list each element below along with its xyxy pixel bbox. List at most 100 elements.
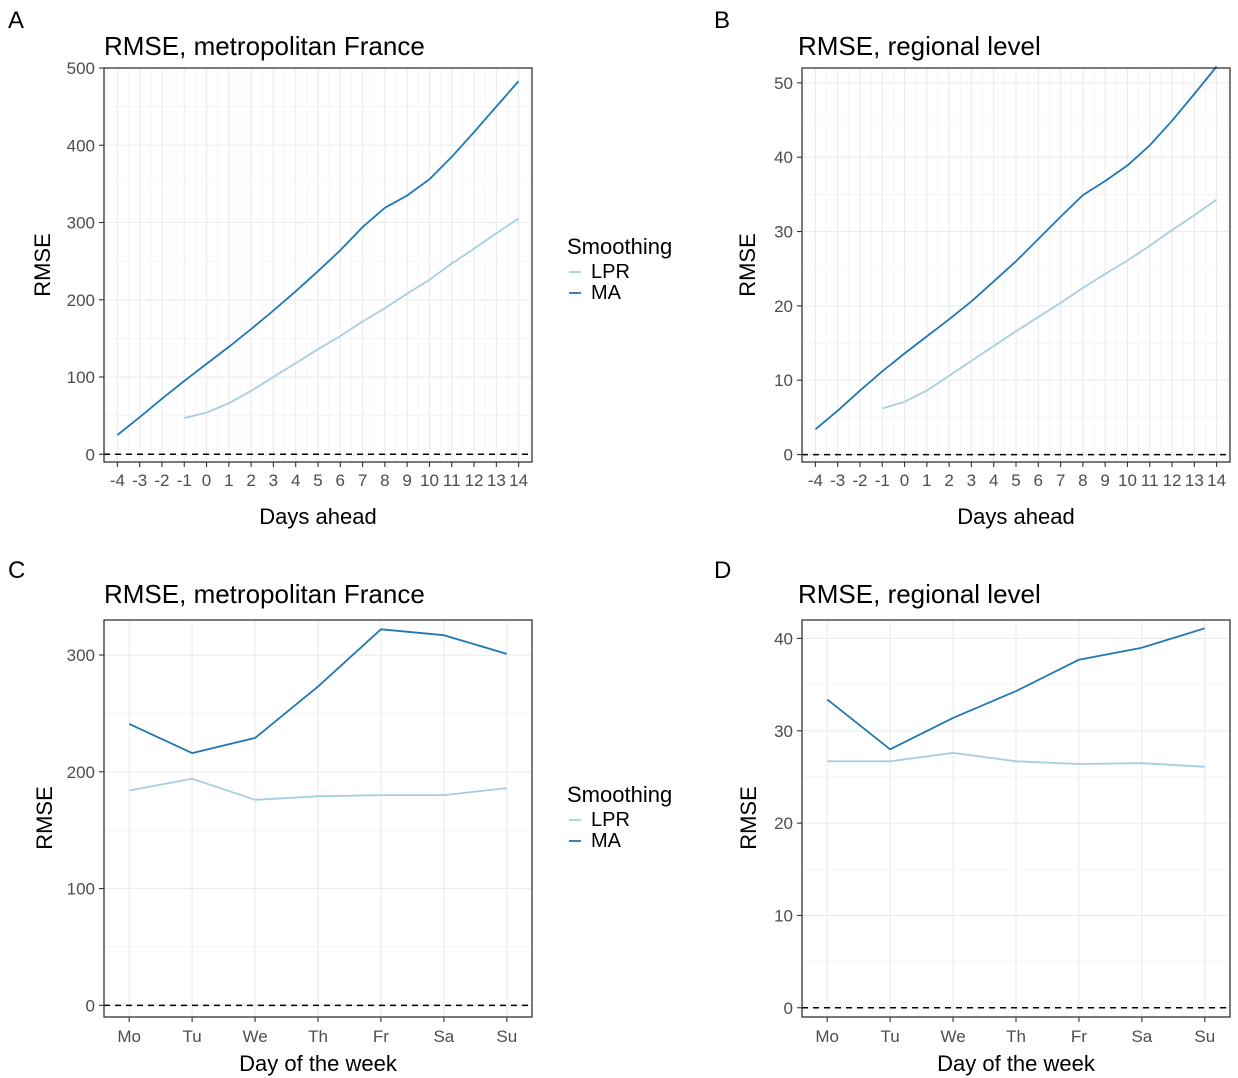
legend-label: MA bbox=[591, 830, 622, 852]
panel-b: B RMSE, regional level 0 10 20 30 40 50 -4 -3 -2 -1… bbox=[714, 7, 1231, 529]
y-tick-label: 400 bbox=[67, 136, 95, 155]
y-axis-title: RMSE bbox=[736, 786, 761, 850]
x-tick-label: 12 bbox=[1163, 471, 1182, 490]
x-tick-label: -3 bbox=[830, 471, 845, 490]
series-line-ma bbox=[826, 627, 1206, 751]
x-tick-label: 4 bbox=[989, 471, 998, 490]
grid bbox=[802, 620, 1230, 1017]
panel-label: B bbox=[714, 7, 730, 34]
x-tick-label: Su bbox=[1194, 1027, 1215, 1046]
x-tick-label: Sa bbox=[1131, 1027, 1152, 1046]
y-tick-label: 0 bbox=[86, 445, 95, 464]
x-tick-label: -1 bbox=[875, 471, 890, 490]
y-tick-label: 30 bbox=[774, 722, 793, 741]
x-tick-label: 3 bbox=[269, 471, 278, 490]
x-tick-label: 2 bbox=[944, 471, 953, 490]
x-axis-title: Days ahead bbox=[259, 504, 376, 529]
x-tick-label: Th bbox=[1006, 1027, 1026, 1046]
x-tick-label: Fr bbox=[373, 1027, 389, 1046]
x-axis-title: Day of the week bbox=[937, 1051, 1096, 1076]
x-tick-label: -4 bbox=[110, 471, 125, 490]
x-tick-label: 8 bbox=[380, 471, 389, 490]
x-tick-label: Tu bbox=[183, 1027, 202, 1046]
panel-label: C bbox=[8, 557, 25, 584]
x-tick-label: Fr bbox=[1071, 1027, 1087, 1046]
y-tick-label: 10 bbox=[774, 371, 793, 390]
x-tick-label: -2 bbox=[852, 471, 867, 490]
x-tick-label: 6 bbox=[336, 471, 345, 490]
panel-d: D RMSE, regional level 0 10 20 30 40 Mo Tu We Th Fr… bbox=[714, 557, 1231, 1076]
x-tick-label: Th bbox=[308, 1027, 328, 1046]
x-tick-label: 1 bbox=[922, 471, 931, 490]
legend-label: LPR bbox=[591, 261, 630, 283]
x-tick-label: -1 bbox=[177, 471, 192, 490]
series-line-ma bbox=[128, 628, 508, 754]
legend-title: Smoothing bbox=[567, 782, 672, 807]
grid bbox=[104, 620, 532, 1017]
x-tick-label: We bbox=[940, 1027, 965, 1046]
x-tick-label: -4 bbox=[808, 471, 823, 490]
chart-title: RMSE, regional level bbox=[798, 579, 1041, 609]
x-tick-label: 0 bbox=[900, 471, 909, 490]
y-tick-label: 20 bbox=[774, 814, 793, 833]
series-line-lpr bbox=[882, 198, 1218, 410]
x-tick-label: 8 bbox=[1078, 471, 1087, 490]
panel-label: A bbox=[8, 7, 24, 34]
x-tick-label: 13 bbox=[487, 471, 506, 490]
y-tick-label: 20 bbox=[774, 297, 793, 316]
y-tick-label: 100 bbox=[67, 368, 95, 387]
series-line-ma bbox=[116, 80, 520, 436]
x-tick-label: 3 bbox=[967, 471, 976, 490]
chart-title: RMSE, regional level bbox=[798, 31, 1041, 61]
series-line-lpr bbox=[827, 752, 1205, 768]
chart-title: RMSE, metropolitan France bbox=[104, 579, 425, 609]
x-tick-label: 1 bbox=[224, 471, 233, 490]
y-tick-label: 50 bbox=[774, 74, 793, 93]
y-tick-label: 0 bbox=[86, 996, 95, 1015]
x-tick-label: 2 bbox=[246, 471, 255, 490]
x-tick-label: 5 bbox=[1011, 471, 1020, 490]
x-tick-label: 9 bbox=[402, 471, 411, 490]
x-tick-label: 7 bbox=[1056, 471, 1065, 490]
y-tick-label: 10 bbox=[774, 906, 793, 925]
chart-title: RMSE, metropolitan France bbox=[104, 31, 425, 61]
x-tick-label: 10 bbox=[1118, 471, 1137, 490]
y-tick-label: 200 bbox=[67, 291, 95, 310]
y-tick-label: 0 bbox=[784, 999, 793, 1018]
x-tick-label: 6 bbox=[1034, 471, 1043, 490]
grid bbox=[104, 67, 532, 462]
x-tick-label: Su bbox=[496, 1027, 517, 1046]
x-tick-label: -3 bbox=[132, 471, 147, 490]
y-tick-label: 40 bbox=[774, 148, 793, 167]
x-tick-label: 9 bbox=[1100, 471, 1109, 490]
y-axis-title: RMSE bbox=[30, 233, 55, 297]
y-axis-title: RMSE bbox=[735, 233, 760, 297]
y-tick-label: 40 bbox=[774, 629, 793, 648]
panel-label: D bbox=[714, 557, 731, 584]
x-tick-label: 0 bbox=[202, 471, 211, 490]
series-line-lpr bbox=[184, 217, 520, 419]
x-tick-label: 12 bbox=[465, 471, 484, 490]
x-tick-label: 14 bbox=[1207, 471, 1226, 490]
x-tick-label: 7 bbox=[358, 471, 367, 490]
legend-label: LPR bbox=[591, 809, 630, 831]
x-axis-title: Days ahead bbox=[957, 504, 1074, 529]
y-tick-label: 30 bbox=[774, 223, 793, 242]
x-tick-label: Tu bbox=[881, 1027, 900, 1046]
x-tick-label: -2 bbox=[154, 471, 169, 490]
x-tick-label: Mo bbox=[815, 1027, 839, 1046]
x-axis-title: Day of the week bbox=[239, 1051, 398, 1076]
x-tick-label: We bbox=[242, 1027, 267, 1046]
x-tick-label: 5 bbox=[313, 471, 322, 490]
x-tick-label: 10 bbox=[420, 471, 439, 490]
y-tick-label: 300 bbox=[67, 646, 95, 665]
y-tick-label: 100 bbox=[67, 880, 95, 899]
x-tick-label: 13 bbox=[1185, 471, 1204, 490]
series-line-lpr bbox=[129, 777, 507, 801]
y-axis-title: RMSE bbox=[32, 786, 57, 850]
x-tick-label: Sa bbox=[433, 1027, 454, 1046]
